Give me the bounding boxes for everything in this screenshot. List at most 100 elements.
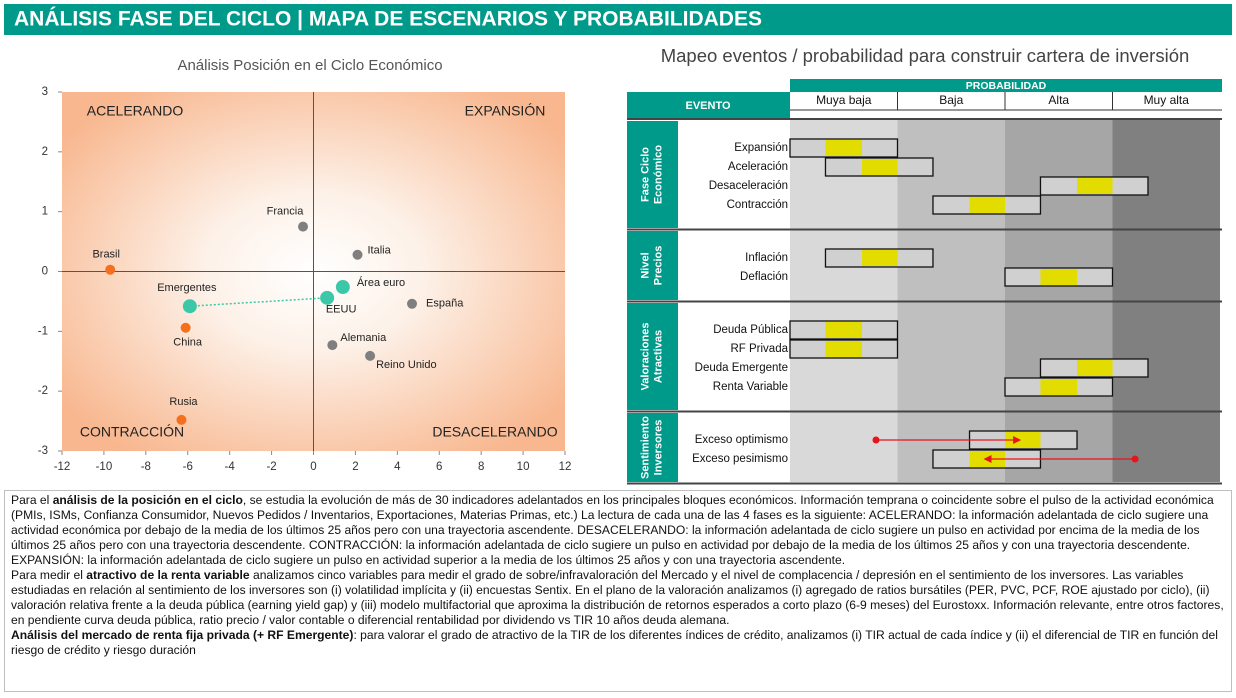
prob-header-label: PROBABILIDAD: [966, 80, 1047, 92]
text-run: Análisis del mercado de renta fija priva…: [11, 628, 354, 642]
point: [365, 350, 376, 361]
marker: [825, 322, 863, 338]
arrow: [872, 436, 1022, 444]
quadrant-label: EXPANSIÓN: [465, 103, 546, 119]
quadrant-label: DESACELERANDO: [432, 424, 557, 440]
map-title: Mapeo eventos / probabilidad para constr…: [661, 45, 1190, 66]
point-label: China: [173, 337, 203, 349]
paragraph: Para el análisis de la posición en el ci…: [11, 493, 1225, 568]
y-tick-label: 2: [42, 146, 48, 158]
text-run: : para valorar el grado de atractivo de …: [11, 628, 1218, 657]
event-label: Deflación: [740, 271, 788, 283]
point: [176, 414, 187, 425]
group-label: Económico: [652, 145, 664, 205]
arrow-tail: [1131, 455, 1139, 463]
group-label: Atractivas: [652, 330, 664, 383]
group-band: [627, 303, 678, 410]
chart-title: Análisis Posición en el Ciclo Económico: [177, 57, 442, 74]
group-label: Precios: [652, 246, 664, 286]
point: [182, 299, 197, 314]
marker: [862, 159, 898, 175]
group-band: [627, 413, 678, 482]
marker: [862, 250, 898, 266]
marker: [1077, 360, 1113, 376]
connector-line: [189, 297, 328, 307]
y-tick-label: -3: [38, 445, 48, 457]
x-tick-label: 4: [394, 461, 401, 473]
group-label: Fase Ciclo: [639, 147, 651, 202]
event-label: Desaceleración: [709, 180, 788, 192]
x-tick-label: -10: [96, 461, 113, 473]
point: [335, 280, 350, 295]
x-tick-label: 10: [517, 461, 530, 473]
text-run: Para medir el: [11, 568, 87, 582]
x-tick-label: 2: [352, 461, 358, 473]
event-label: Expansión: [734, 142, 788, 154]
slide: ANÁLISIS FASE DEL CICLO | MAPA DE ESCENA…: [4, 4, 1232, 485]
prob-header: [790, 79, 1222, 92]
arrow-head: [1013, 436, 1022, 444]
x-tick-label: -6: [183, 461, 193, 473]
point-label: Italia: [368, 245, 392, 257]
paragraph: Para medir el atractivo de la renta vari…: [11, 568, 1225, 628]
text-run: atractivo de la renta variable: [86, 568, 250, 582]
point-label: Rusia: [169, 396, 198, 408]
point: [180, 322, 191, 333]
arrow: [983, 455, 1139, 463]
level-label: Alta: [1048, 93, 1069, 107]
event-label: Contracción: [727, 199, 788, 211]
marker: [1040, 269, 1078, 285]
event-header-label: EVENTO: [685, 100, 730, 112]
event-label: RF Privada: [730, 343, 788, 355]
x-tick-label: -4: [225, 461, 236, 473]
point: [407, 298, 418, 309]
point: [320, 290, 335, 305]
level-label: Baja: [939, 93, 963, 107]
point-label: Emergentes: [157, 282, 217, 294]
marker: [1005, 432, 1041, 448]
event-label: Deuda Pública: [713, 324, 788, 336]
quadrant-label: CONTRACCIÓN: [80, 424, 184, 440]
point-label: EEUU: [326, 304, 357, 316]
group-label: Sentimiento: [639, 416, 651, 479]
event-label: Renta Variable: [713, 381, 788, 393]
event-label: Aceleración: [728, 161, 788, 173]
point-label: Reino Unido: [376, 359, 437, 371]
point: [105, 264, 116, 275]
y-tick-label: 1: [42, 206, 48, 218]
x-tick-label: 12: [559, 461, 572, 473]
group-label: Valoraciones: [639, 323, 651, 391]
level-label: Muya baja: [816, 93, 872, 107]
point-label: Brasil: [92, 249, 120, 261]
x-tick-label: -12: [54, 461, 71, 473]
event-label: Exceso optimismo: [695, 434, 788, 446]
marker: [825, 140, 863, 156]
y-tick-label: -1: [38, 325, 48, 337]
x-tick-label: 0: [310, 461, 316, 473]
marker: [1040, 379, 1078, 395]
event-header: [627, 92, 790, 118]
marker: [1077, 178, 1113, 194]
arrow-head: [983, 455, 992, 463]
y-tick-label: -2: [38, 385, 48, 397]
group-label: Nivel: [639, 252, 651, 278]
text-run: Para el: [11, 493, 53, 507]
event-label: Inflación: [745, 252, 788, 264]
event-label: Deuda Emergente: [695, 362, 788, 374]
x-tick-label: -8: [141, 461, 151, 473]
paragraph: Análisis del mercado de renta fija priva…: [11, 628, 1225, 658]
event-label: Exceso pesimismo: [692, 453, 788, 465]
quadrant-label: ACELERANDO: [87, 103, 184, 119]
text-run: análisis de la posición en el ciclo: [52, 493, 243, 507]
point: [327, 340, 338, 351]
arrow-tail: [872, 436, 880, 444]
point: [298, 221, 309, 232]
text-run: , se estudia la evolución de más de 30 i…: [11, 493, 1214, 567]
marker: [825, 341, 863, 357]
point: [352, 249, 363, 260]
header-title: ANÁLISIS FASE DEL CICLO | MAPA DE ESCENA…: [14, 8, 762, 31]
x-tick-label: 8: [478, 461, 484, 473]
y-tick-label: 0: [42, 266, 48, 278]
group-band: [627, 121, 678, 228]
